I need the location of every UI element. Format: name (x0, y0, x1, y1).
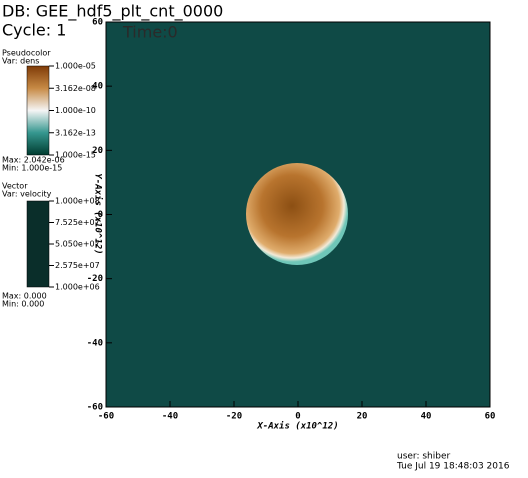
legend-title: Pseudocolor (2, 49, 51, 58)
y-tick-label: -20 (87, 274, 103, 284)
user-label: user: shiber (397, 452, 451, 462)
legend-max: Max: 2.042e-06 (2, 156, 65, 165)
color-bar (26, 65, 50, 156)
legend-var: Var: dens (2, 57, 39, 66)
y-tick-label: 0 (98, 210, 103, 220)
legend-max: Max: 0.000 (2, 292, 47, 301)
legend-tick-label: 5.050e+07 (55, 240, 100, 249)
x-tick-label: 40 (421, 412, 432, 422)
y-tick-label: 60 (92, 18, 103, 28)
x-tick-label: 20 (357, 412, 368, 422)
database-label: DB: GEE_hdf5_plt_cnt_0000 (2, 2, 223, 22)
x-tick-label: -20 (226, 412, 242, 422)
time-label: Time:0 (122, 23, 178, 42)
legend-min: Min: 0.000 (2, 300, 44, 309)
y-axis-label: Y-Axis (x10^12) (93, 173, 104, 254)
legend-tick-label: 2.575e+07 (55, 261, 100, 270)
legend-min: Min: 1.000e-15 (2, 164, 62, 173)
legend-title: Vector (2, 182, 28, 191)
y-tick-label: -40 (87, 338, 103, 348)
legend-tick-label: 7.525e+07 (55, 218, 100, 227)
legend-tick-label: 1.000e-05 (55, 62, 96, 71)
y-tick-label: 40 (92, 82, 103, 92)
y-tick-label: 20 (92, 146, 103, 156)
x-tick-label: -40 (162, 412, 178, 422)
color-bar (26, 200, 50, 288)
x-tick-label: -60 (98, 412, 114, 422)
legend-tick-label: 1.000e-10 (55, 106, 96, 115)
legend-tick-label: 3.162e-13 (55, 128, 96, 137)
x-tick-label: 60 (485, 412, 496, 422)
cycle-label: Cycle: 1 (2, 21, 66, 40)
legend-tick-label: 1.000e+08 (55, 197, 100, 206)
legend-tick-label: 1.000e-15 (55, 151, 96, 160)
legend-tick-label: 3.162e-08 (55, 84, 96, 93)
density-blob (246, 163, 348, 265)
plot (105, 21, 491, 408)
x-tick-label: 0 (295, 412, 300, 422)
x-axis-label: X-Axis (x10^12) (256, 421, 338, 432)
date-label: Tue Jul 19 18:48:03 2016 (396, 462, 510, 472)
legend-tick-label: 1.000e+06 (55, 283, 100, 292)
y-tick-label: -60 (87, 403, 103, 413)
legend-var: Var: velocity (2, 190, 52, 199)
